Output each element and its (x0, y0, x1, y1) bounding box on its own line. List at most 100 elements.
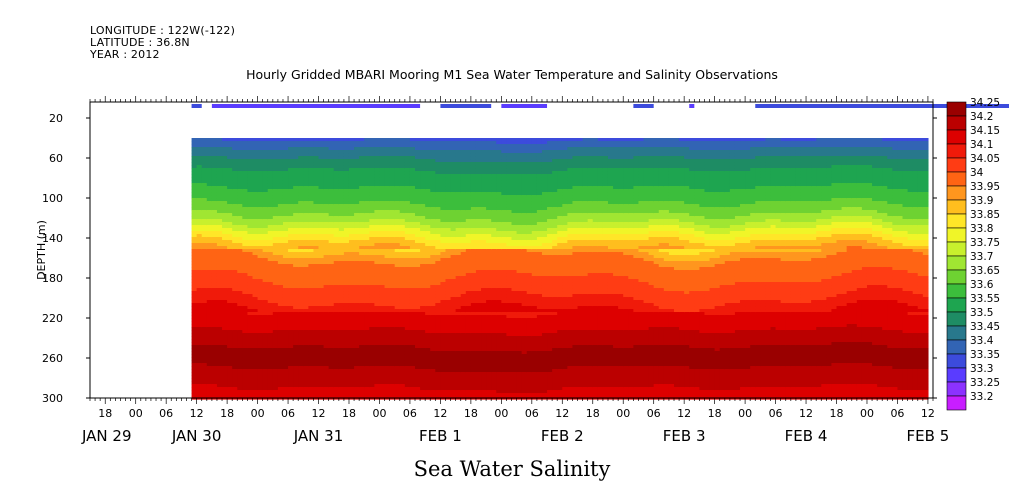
salinity-cell (252, 156, 259, 160)
salinity-cell (257, 153, 264, 157)
salinity-cell (298, 237, 304, 241)
salinity-cell (247, 204, 254, 208)
salinity-cell (222, 282, 228, 286)
salinity-cell (216, 153, 223, 157)
salinity-cell (338, 339, 345, 343)
salinity-cell (257, 249, 264, 253)
salinity-cell (303, 381, 309, 385)
salinity-cell (313, 207, 320, 211)
salinity-cell (201, 372, 208, 376)
salinity-cell (313, 210, 320, 214)
salinity-cell (318, 258, 325, 262)
salinity-cell (328, 315, 335, 319)
salinity-cell (237, 192, 243, 196)
salinity-cell (222, 267, 228, 271)
salinity-cell (237, 186, 243, 190)
salinity-cell (216, 252, 223, 256)
salinity-cell (328, 384, 335, 388)
year-label: YEAR : 2012 (90, 48, 160, 61)
salinity-cell (272, 276, 279, 280)
salinity-cell (277, 294, 284, 298)
salinity-cell (343, 267, 350, 271)
salinity-cell (206, 258, 213, 262)
salinity-cell (262, 339, 269, 343)
salinity-cell (247, 234, 254, 238)
salinity-cell (282, 336, 289, 340)
salinity-cell (222, 363, 228, 367)
salinity-cell (227, 348, 233, 352)
salinity-cell (242, 384, 249, 388)
salinity-cell (257, 279, 264, 283)
salinity-cell (328, 294, 335, 298)
salinity-cell (211, 339, 218, 343)
salinity-cell (262, 174, 269, 178)
salinity-cell (288, 372, 294, 376)
salinity-cell (196, 237, 203, 241)
salinity-cell (298, 219, 304, 223)
salinity-cell (323, 282, 330, 286)
salinity-cell (211, 375, 218, 379)
salinity-cell (348, 198, 355, 202)
salinity-cell (247, 237, 254, 241)
salinity-cell (237, 174, 243, 178)
salinity-cell (323, 393, 330, 397)
salinity-cell (333, 291, 340, 295)
salinity-cell (333, 267, 340, 271)
salinity-cell (288, 261, 294, 265)
salinity-cell (211, 276, 218, 280)
salinity-cell (252, 216, 259, 220)
salinity-cell (201, 174, 208, 178)
salinity-cell (333, 165, 340, 169)
salinity-cell (211, 210, 218, 214)
salinity-cell (328, 258, 335, 262)
salinity-cell (242, 150, 249, 154)
salinity-cell (323, 267, 330, 271)
salinity-cell (288, 336, 294, 340)
salinity-cell (277, 279, 284, 283)
salinity-cell (343, 213, 350, 217)
salinity-cell (222, 339, 228, 343)
salinity-cell (318, 186, 325, 190)
salinity-cell (242, 390, 249, 394)
salinity-cell (293, 249, 299, 253)
salinity-cell (308, 243, 315, 247)
salinity-cell (211, 258, 218, 262)
salinity-cell (333, 285, 340, 289)
salinity-cell (211, 348, 218, 352)
salinity-cell (216, 222, 223, 226)
salinity-cell (303, 225, 309, 229)
salinity-cell (247, 378, 254, 382)
salinity-cell (313, 171, 320, 175)
salinity-cell (262, 150, 269, 154)
salinity-cell (191, 375, 198, 379)
salinity-cell (328, 195, 335, 199)
salinity-cell (257, 228, 264, 232)
salinity-cell (308, 150, 315, 154)
salinity-cell (318, 294, 325, 298)
salinity-cell (338, 351, 345, 355)
salinity-cell (237, 153, 243, 157)
salinity-cell (277, 282, 284, 286)
salinity-cell (288, 354, 294, 358)
salinity-cell (216, 228, 223, 232)
salinity-cell (252, 360, 259, 364)
salinity-cell (288, 246, 294, 250)
salinity-cell (318, 255, 325, 259)
salinity-cell (308, 285, 315, 289)
salinity-cell (257, 300, 264, 304)
salinity-cell (298, 312, 304, 316)
salinity-cell (282, 306, 289, 310)
salinity-cell (206, 360, 213, 364)
salinity-cell (318, 378, 325, 382)
salinity-cell (222, 315, 228, 319)
salinity-cell (252, 180, 259, 184)
salinity-cell (222, 186, 228, 190)
salinity-cell (216, 321, 223, 325)
salinity-cell (288, 243, 294, 247)
salinity-cell (348, 162, 355, 166)
salinity-cell (343, 240, 350, 244)
salinity-cell (298, 222, 304, 226)
salinity-cell (277, 363, 284, 367)
salinity-cell (227, 360, 233, 364)
salinity-cell (247, 390, 254, 394)
